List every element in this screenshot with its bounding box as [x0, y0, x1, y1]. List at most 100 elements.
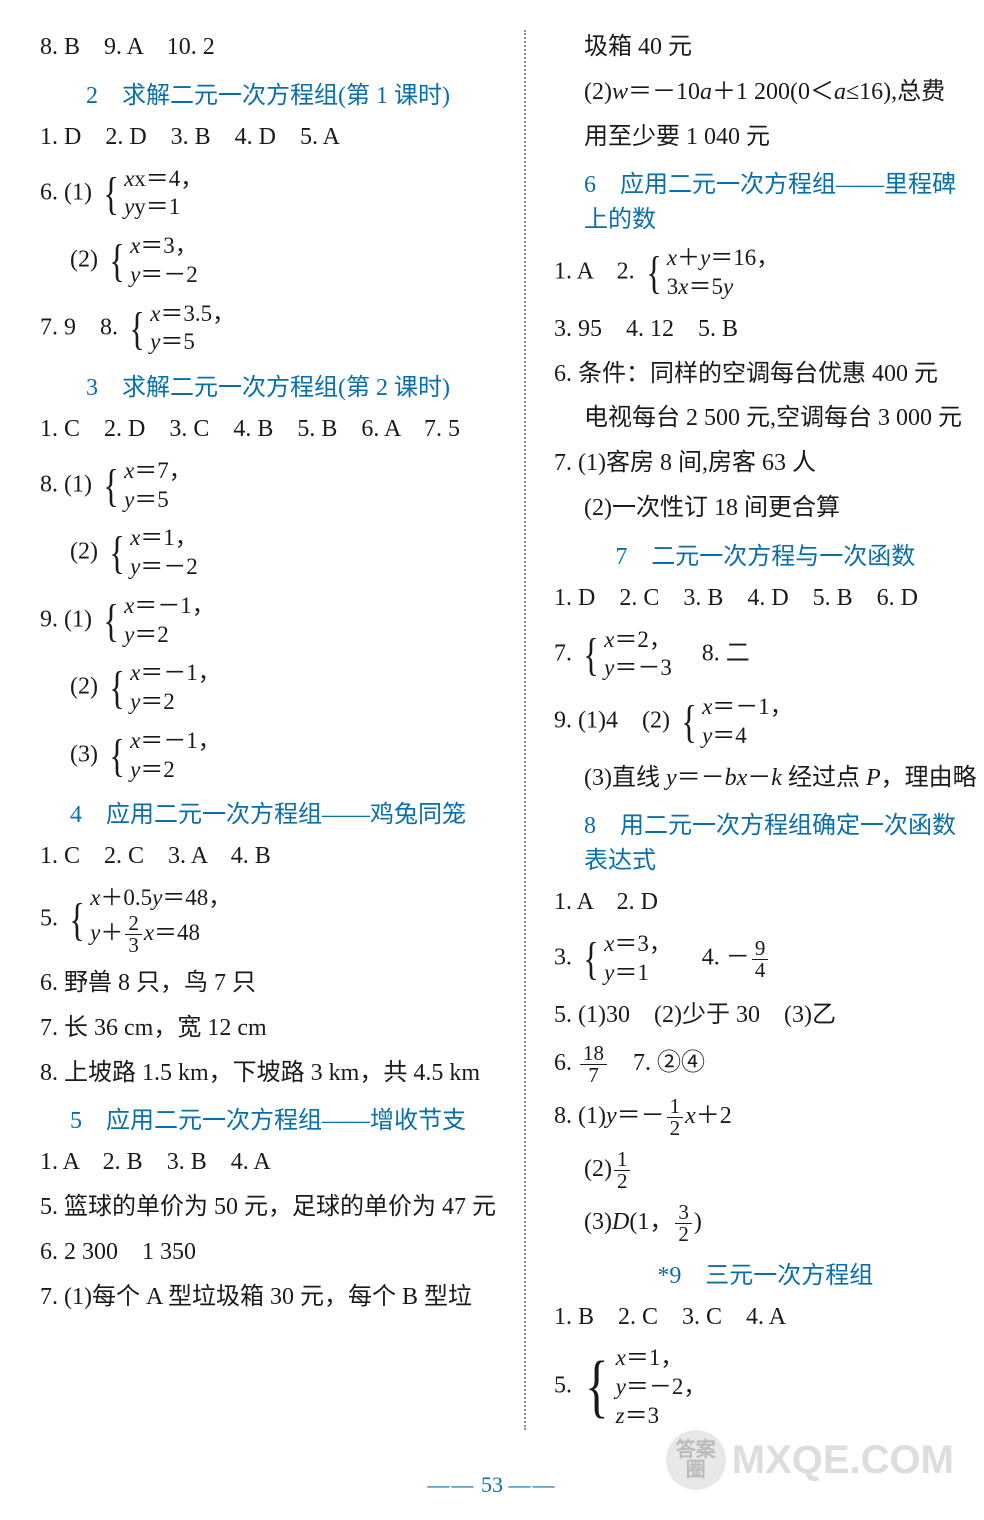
watermark-badge: 答案 圈 — [666, 1430, 726, 1490]
label: 7. 9 8. — [40, 314, 118, 340]
brace-icon: { — [681, 700, 696, 744]
answer-line: 7. (1)每个 A 型垃圾箱 30 元，每个 B 型垃 — [40, 1280, 496, 1315]
answer-line: 1. A 2. { x＋y＝16， 3x＝5y — [554, 244, 977, 302]
equation-system: { x＋0.5y＝48， y＋23x＝48 — [66, 884, 231, 956]
equation-system: { x＝－1，y＝4 — [678, 693, 793, 751]
answer-line: 6. 野兽 8 只，鸟 7 只 — [40, 966, 496, 1001]
section-heading: 4 应用二元一次方程组——鸡兔同笼 — [40, 794, 496, 829]
answer-line: 9. (1) { x＝－1，y＝2 — [40, 592, 496, 650]
column-divider — [524, 30, 526, 1430]
page-columns: 8. B 9. A 10. 2 2 求解二元一次方程组(第 1 课时) 1. D… — [40, 30, 944, 1430]
label: 9. (1)4 (2) — [554, 707, 670, 733]
label: (2) — [40, 246, 98, 272]
section-heading: 8 用二元一次方程组确定一次函数表达式 — [554, 805, 977, 875]
label: 3. — [554, 945, 572, 971]
answer-line: 5. 篮球的单价为 50 元，足球的单价为 47 元 — [40, 1190, 496, 1225]
equation-system: { x＝1，y＝－2 — [106, 524, 198, 582]
answer-line: 1. C 2. C 3. A 4. B — [40, 839, 496, 874]
label: 6. — [554, 1050, 578, 1076]
wm-text: MXQE.COM — [732, 1438, 954, 1483]
equation-system: { x＝3.5， y＝5 — [126, 300, 235, 358]
answer-line: 7. (1)客房 8 间,房客 63 人 — [554, 446, 977, 481]
answer-line: 8. (1)y＝－12x＋2 — [554, 1096, 977, 1139]
label: 6. (1) — [40, 179, 92, 205]
answer-line: 7. { x＝2，y＝－3 8. 二 — [554, 626, 977, 684]
answer-line: 8. (1) { x＝7，y＝5 — [40, 457, 496, 515]
equation-system: { x＝－1，y＝2 — [100, 592, 215, 650]
answer-line: 9. (1)4 (2) { x＝－1，y＝4 — [554, 693, 977, 751]
brace-icon: { — [583, 633, 598, 677]
equation-system: { x＝1， y＝－2， z＝3 — [580, 1344, 706, 1430]
equation-system: { x＝3，y＝1 — [580, 930, 672, 988]
answer-line: (2)w＝－10a＋1 200(0＜a≤16),总费 — [554, 75, 977, 110]
answer-line: 5. { x＋0.5y＝48， y＋23x＝48 — [40, 884, 496, 956]
brace-icon: { — [585, 1354, 609, 1421]
answer-line: (2) { x＝－1，y＝2 — [40, 659, 496, 717]
answer-line: (3) { x＝－1，y＝2 — [40, 727, 496, 785]
section-heading: 6 应用二元一次方程组——里程碑上的数 — [554, 164, 977, 234]
brace-icon: { — [109, 666, 124, 710]
label: (2) — [40, 674, 98, 700]
label: (3) — [40, 741, 98, 767]
answer-line: (2)一次性订 18 间更合算 — [554, 491, 977, 526]
label: 9. (1) — [40, 606, 92, 632]
answer-line: 6. 2 300 1 350 — [40, 1235, 496, 1270]
brace-icon: { — [109, 734, 124, 778]
answer-line: 圾箱 40 元 — [554, 30, 977, 65]
answer-line: (2)12 — [554, 1149, 977, 1192]
label: (2) — [554, 1156, 612, 1182]
answer-line: 电视每台 2 500 元,空调每台 3 000 元 — [554, 401, 977, 436]
brace-icon: { — [103, 172, 118, 216]
answer-line: 3. 95 4. 12 5. B — [554, 312, 977, 347]
answer-line: 1. B 2. C 3. C 4. A — [554, 1300, 977, 1335]
brace-icon: { — [109, 239, 124, 283]
answer-line: 用至少要 1 040 元 — [554, 120, 977, 155]
answer-line: (2) { x＝1，y＝－2 — [40, 524, 496, 582]
equation-system: { x＋y＝16， 3x＝5y — [643, 244, 780, 302]
fraction: 187 — [580, 1043, 607, 1086]
answer-line: 7. 9 8. { x＝3.5， y＝5 — [40, 300, 496, 358]
brace-icon: { — [583, 937, 598, 981]
answer-line: 6. 187 7. ②④ — [554, 1043, 977, 1086]
answer-line: 6. (1) { xx＝4， yy＝1 — [40, 165, 496, 223]
equation-system: { x＝－1，y＝2 — [106, 659, 221, 717]
equation-system: { xx＝4， yy＝1 — [100, 165, 203, 223]
fraction: 23 — [125, 913, 142, 956]
brace-icon: { — [129, 307, 144, 351]
right-column: 圾箱 40 元 (2)w＝－10a＋1 200(0＜a≤16),总费 用至少要 … — [546, 30, 977, 1430]
answer-line: 1. D 2. D 3. B 4. D 5. A — [40, 120, 496, 155]
answer-line: 7. 长 36 cm，宽 12 cm — [40, 1011, 496, 1046]
eq: x＝4， — [134, 166, 203, 191]
label: 5. — [554, 1373, 572, 1399]
watermark: 答案 圈 MXQE.COM — [666, 1430, 954, 1490]
section-heading: *9 三元一次方程组 — [554, 1255, 977, 1290]
wm-text: 圈 — [686, 1460, 706, 1480]
label: (2) — [40, 539, 98, 565]
brace-icon: { — [103, 599, 118, 643]
left-column: 8. B 9. A 10. 2 2 求解二元一次方程组(第 1 课时) 1. D… — [40, 30, 504, 1430]
fraction: 32 — [675, 1202, 692, 1245]
section-heading: 3 求解二元一次方程组(第 2 课时) — [40, 367, 496, 402]
brace-icon: { — [69, 898, 84, 942]
answer-line: 8. 上坡路 1.5 km，下坡路 3 km，共 4.5 km — [40, 1056, 496, 1091]
label: 4. － — [678, 945, 750, 971]
answer-line: 1. A 2. B 3. B 4. A — [40, 1145, 496, 1180]
answer-line: 5. { x＝1， y＝－2， z＝3 — [554, 1344, 977, 1430]
answer-line: 1. D 2. C 3. B 4. D 5. B 6. D — [554, 581, 977, 616]
wm-text: 答案 — [676, 1440, 716, 1460]
dash-icon: —— — [509, 1472, 557, 1497]
label: 8. 二 — [678, 640, 750, 666]
page-number-value: 53 — [481, 1472, 503, 1497]
brace-icon: { — [109, 531, 124, 575]
label: 7. — [554, 640, 572, 666]
answer-line: 3. { x＝3，y＝1 4. －94 — [554, 930, 977, 988]
dash-icon: —— — [428, 1472, 476, 1497]
brace-icon: { — [646, 251, 661, 295]
answer-line: 6. 条件：同样的空调每台优惠 400 元 — [554, 357, 977, 392]
section-heading: 2 求解二元一次方程组(第 1 课时) — [40, 75, 496, 110]
label: 5. — [40, 906, 58, 932]
equation-system: { x＝－1，y＝2 — [106, 727, 221, 785]
fraction: 94 — [752, 938, 769, 981]
answer-line: 8. B 9. A 10. 2 — [40, 30, 496, 65]
brace-icon: { — [103, 464, 118, 508]
